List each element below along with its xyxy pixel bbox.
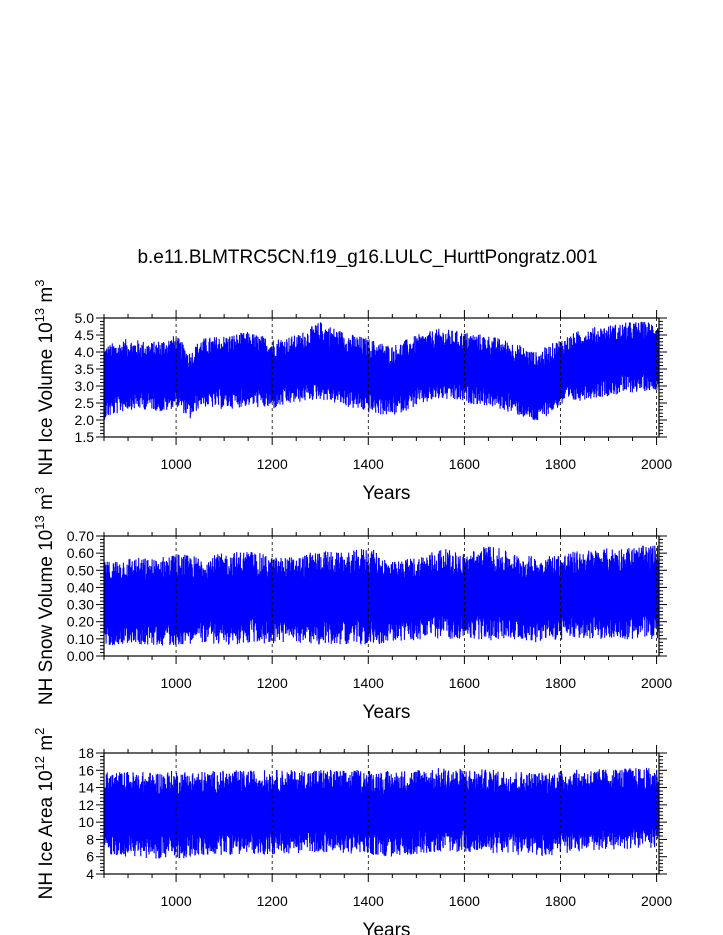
nh-snow-volume-chart: 1000 1200 1400 1600 1800 2000 0.000.100.200.30… — [32, 487, 672, 723]
x-tick-label: 2000 — [641, 456, 672, 472]
x-axis-label: Years — [363, 920, 411, 935]
y-axis-label: NH Ice Volume 1013 m3 — [32, 280, 57, 476]
y-tick-label: 14 — [78, 780, 94, 796]
x-tick-label: 1400 — [353, 675, 384, 691]
y-tick-label: 12 — [78, 797, 94, 813]
y-tick-label: 3.5 — [75, 361, 95, 377]
x-tick-label: 1400 — [353, 456, 384, 472]
y-tick-label: 0.70 — [67, 528, 94, 544]
y-tick-label: 0.10 — [67, 631, 94, 647]
y-tick-label: 2.5 — [75, 395, 95, 411]
x-axis-label: Years — [363, 702, 411, 723]
nh-snow-volume-series-line — [104, 545, 659, 646]
y-tick-label: 3.0 — [75, 378, 95, 394]
x-tick-label: 1800 — [545, 675, 576, 691]
x-axis-label: Years — [363, 483, 411, 504]
y-tick-label: 0.50 — [67, 562, 94, 578]
page-title: b.e11.BLMTRC5CN.f19_g16.LULC_HurttPongra… — [137, 247, 598, 268]
y-axis-label-ylabel-unit-exp: 3 — [32, 487, 47, 494]
y-tick-label: 16 — [78, 762, 94, 778]
nh-ice-volume-series-line — [104, 321, 659, 421]
y-axis-label-ylabel-exp: 12 — [32, 756, 47, 770]
y-tick-label: 2.0 — [75, 412, 95, 428]
y-tick-label: 5.0 — [75, 310, 95, 326]
y-axis-label-ylabel-main: NH Ice Volume 10 — [36, 322, 57, 475]
x-tick-label: 1200 — [257, 675, 288, 691]
y-tick-label: 0.40 — [67, 579, 94, 595]
nh-ice-area-series-line — [104, 767, 659, 859]
y-tick-label: 4.5 — [75, 327, 95, 343]
y-tick-label: 6 — [86, 849, 94, 865]
nh-ice-volume-chart: 1000 1200 1400 1600 1800 20001.52.02.53.03.54… — [32, 280, 672, 504]
nh-ice-volume-plot-frame — [103, 317, 660, 438]
y-tick-label: 0.20 — [67, 614, 94, 630]
y-axis-label: NH Ice Area 1012 m2 — [32, 728, 57, 900]
x-tick-label: 1400 — [353, 893, 384, 909]
nh-ice-area-plot-frame — [103, 752, 660, 875]
y-tick-label: 0.30 — [67, 597, 94, 613]
x-tick-label: 1600 — [449, 675, 480, 691]
y-axis-label-ylabel-unit: m — [36, 494, 57, 515]
x-tick-label: 1200 — [257, 456, 288, 472]
y-axis-label-ylabel-unit-exp: 3 — [32, 280, 47, 287]
x-tick-label: 1600 — [449, 456, 480, 472]
y-tick-label: 0.00 — [67, 648, 94, 664]
x-tick-label: 1600 — [449, 893, 480, 909]
y-tick-label: 8 — [86, 831, 94, 847]
y-tick-label: 1.5 — [75, 429, 95, 445]
x-tick-label: 1000 — [160, 893, 191, 909]
x-tick-label: 1000 — [160, 675, 191, 691]
y-tick-label: 4.0 — [75, 344, 95, 360]
x-tick-label: 1800 — [545, 456, 576, 472]
x-tick-label: 1000 — [160, 456, 191, 472]
y-axis-label-ylabel-unit: m — [36, 287, 57, 308]
x-tick-label: 1200 — [257, 893, 288, 909]
nh-ice-area-chart: 1000 1200 1400 1600 1800 20004681012141618Yea… — [32, 728, 672, 935]
y-tick-label: 4 — [86, 866, 94, 882]
nh-snow-volume-plot-frame — [103, 535, 660, 657]
y-axis-label-ylabel-exp: 13 — [32, 308, 47, 322]
y-tick-label: 0.60 — [67, 545, 94, 561]
x-tick-label: 2000 — [641, 675, 672, 691]
y-tick-label: 18 — [78, 745, 94, 761]
x-tick-label: 2000 — [641, 893, 672, 909]
y-axis-label-ylabel-unit: m — [36, 735, 57, 756]
y-axis-label-ylabel-main: NH Snow Volume 10 — [36, 530, 57, 705]
y-axis-label: NH Snow Volume 1013 m3 — [32, 487, 57, 705]
y-axis-label-ylabel-main: NH Ice Area 10 — [36, 770, 57, 899]
y-axis-label-ylabel-unit-exp: 2 — [32, 728, 47, 735]
y-tick-label: 10 — [78, 814, 94, 830]
x-tick-label: 1800 — [545, 893, 576, 909]
y-axis-label-ylabel-exp: 13 — [32, 515, 47, 529]
